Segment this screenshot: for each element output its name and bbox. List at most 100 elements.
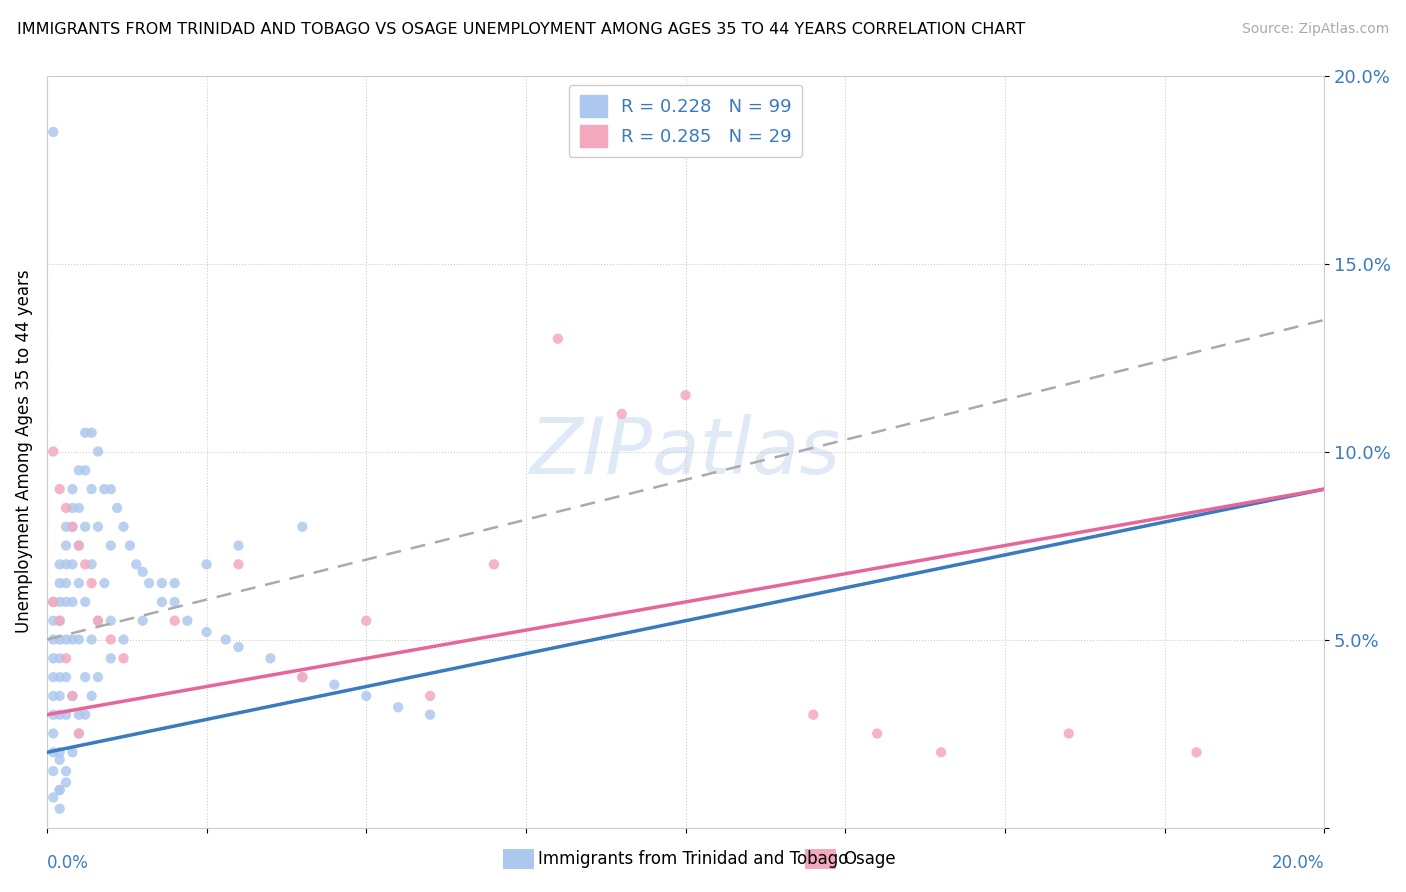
Point <box>42 670 65 684</box>
Point <box>75 670 97 684</box>
Point <box>93 482 115 496</box>
Point <box>323 678 346 692</box>
Point <box>48 802 70 816</box>
Point <box>176 614 198 628</box>
Point <box>48 558 70 572</box>
Point <box>55 520 77 534</box>
Point <box>55 651 77 665</box>
Point <box>55 775 77 789</box>
Point <box>866 726 889 740</box>
Point <box>48 595 70 609</box>
Point <box>42 707 65 722</box>
Point <box>675 388 697 402</box>
Point <box>80 689 103 703</box>
Point <box>48 745 70 759</box>
Point <box>48 632 70 647</box>
Point <box>801 707 824 722</box>
Point <box>291 670 314 684</box>
Point <box>228 640 250 654</box>
Point <box>87 614 110 628</box>
Text: IMMIGRANTS FROM TRINIDAD AND TOBAGO VS OSAGE UNEMPLOYMENT AMONG AGES 35 TO 44 YE: IMMIGRANTS FROM TRINIDAD AND TOBAGO VS O… <box>17 22 1025 37</box>
Point <box>87 520 110 534</box>
Point <box>163 595 186 609</box>
Point <box>105 500 128 515</box>
Point <box>228 558 250 572</box>
Point <box>195 625 218 640</box>
Point <box>354 614 377 628</box>
Point <box>42 614 65 628</box>
Point <box>80 482 103 496</box>
Point <box>87 444 110 458</box>
Point <box>75 520 97 534</box>
Point <box>48 614 70 628</box>
Point <box>55 558 77 572</box>
Point <box>67 726 90 740</box>
Point <box>259 651 281 665</box>
Point <box>228 539 250 553</box>
Point <box>48 614 70 628</box>
Point <box>55 707 77 722</box>
Point <box>67 726 90 740</box>
Point <box>55 632 77 647</box>
Point <box>67 463 90 477</box>
Point <box>67 500 90 515</box>
Point <box>87 614 110 628</box>
Point <box>80 558 103 572</box>
Point <box>291 520 314 534</box>
Point <box>62 500 84 515</box>
Point <box>42 745 65 759</box>
Point <box>80 632 103 647</box>
Point <box>42 790 65 805</box>
Point <box>100 651 122 665</box>
Point <box>67 539 90 553</box>
Point <box>195 558 218 572</box>
Point <box>419 689 441 703</box>
Point <box>55 670 77 684</box>
Point <box>112 520 135 534</box>
Point <box>62 689 84 703</box>
Point <box>62 595 84 609</box>
Point <box>67 707 90 722</box>
Point <box>62 482 84 496</box>
Point <box>48 576 70 591</box>
Point <box>55 764 77 779</box>
Point <box>42 595 65 609</box>
Point <box>75 463 97 477</box>
Point <box>150 595 173 609</box>
Point <box>1057 726 1080 740</box>
Point <box>215 632 238 647</box>
Point <box>67 576 90 591</box>
Point <box>48 651 70 665</box>
Point <box>125 558 148 572</box>
Point <box>929 745 952 759</box>
Point <box>100 614 122 628</box>
Point <box>42 125 65 139</box>
Point <box>150 576 173 591</box>
Point <box>42 595 65 609</box>
Point <box>482 558 505 572</box>
Point <box>75 707 97 722</box>
Point <box>48 753 70 767</box>
Point <box>75 595 97 609</box>
Point <box>48 689 70 703</box>
Point <box>62 745 84 759</box>
Point <box>112 651 135 665</box>
Point <box>42 726 65 740</box>
Point <box>48 707 70 722</box>
Point <box>547 332 569 346</box>
Point <box>354 689 377 703</box>
Y-axis label: Unemployment Among Ages 35 to 44 years: Unemployment Among Ages 35 to 44 years <box>15 269 32 633</box>
Point <box>62 632 84 647</box>
Point <box>75 425 97 440</box>
Legend: R = 0.228   N = 99, R = 0.285   N = 29: R = 0.228 N = 99, R = 0.285 N = 29 <box>568 85 803 158</box>
Point <box>419 707 441 722</box>
Point <box>138 576 160 591</box>
Point <box>42 651 65 665</box>
Point <box>48 670 70 684</box>
Point <box>62 520 84 534</box>
Point <box>75 558 97 572</box>
Point <box>48 783 70 797</box>
Text: ZIPatlas: ZIPatlas <box>530 414 841 490</box>
Point <box>93 576 115 591</box>
Point <box>610 407 633 421</box>
